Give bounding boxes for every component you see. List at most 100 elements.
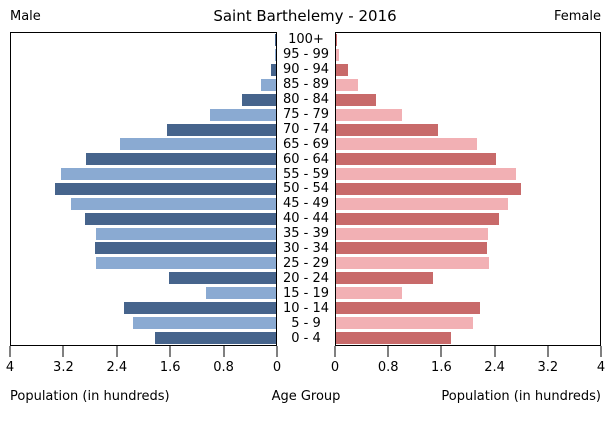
- female-bar-80-84: [336, 93, 377, 106]
- male-bar-60-64: [85, 153, 276, 166]
- female-bar-0-4: [336, 331, 451, 344]
- x-tick-mark: [387, 346, 389, 357]
- x-tick-label: 0.8: [213, 360, 234, 375]
- x-tick-label: 1.6: [159, 360, 181, 375]
- female-row-85-89: [336, 78, 600, 93]
- male-bar-10-14: [124, 301, 276, 314]
- age-group-label-10-14: 10 - 14: [282, 301, 330, 317]
- male-row-10-14: [11, 300, 276, 315]
- female-side-label: Female: [553, 9, 601, 24]
- male-row-85-89: [11, 78, 276, 93]
- male-row-90-94: [11, 63, 276, 78]
- male-bar-95-99: [275, 49, 276, 62]
- x-tick-label: 0: [272, 360, 282, 375]
- female-row-10-14: [336, 300, 600, 315]
- female-row-55-59: [336, 167, 600, 182]
- age-group-label-70-74: 70 - 74: [282, 121, 330, 137]
- x-tick-label: 0: [330, 360, 340, 375]
- male-row-100+: [11, 33, 276, 48]
- male-bar-70-74: [166, 123, 276, 136]
- age-group-label-35-39: 35 - 39: [282, 226, 330, 242]
- right-x-axis-caption: Population (in hundreds): [441, 389, 601, 404]
- age-group-labels: 100+ 95 - 99 90 - 94 85 - 89 80 - 84 75 - 79 7…: [277, 32, 335, 346]
- x-tick-label: 2.4: [484, 360, 505, 375]
- female-row-65-69: [336, 137, 600, 152]
- age-group-label-20-24: 20 - 24: [282, 271, 330, 287]
- x-tick-label: 0.8: [377, 360, 399, 375]
- age-group-label-80-84: 80 - 84: [282, 91, 330, 107]
- x-tick-mark: [9, 346, 11, 357]
- male-bar-75-79: [209, 108, 276, 121]
- x-tick-label: 3.2: [537, 360, 559, 375]
- female-chart-plot-area: [335, 32, 601, 346]
- male-bar-50-54: [55, 182, 276, 195]
- male-row-95-99: [11, 48, 276, 63]
- male-row-0-4: [11, 330, 276, 345]
- male-chart-column: 4 3.2 2.4 1.6 0.8 0: [6, 32, 281, 375]
- male-bar-85-89: [261, 78, 276, 91]
- female-bar-90-94: [336, 64, 348, 77]
- x-tick-mark: [440, 346, 442, 357]
- age-group-caption: Age Group: [271, 389, 341, 404]
- age-group-label-85-89: 85 - 89: [282, 76, 330, 92]
- male-side-label: Male: [10, 9, 41, 24]
- male-bar-45-49: [70, 197, 276, 210]
- female-row-80-84: [336, 92, 600, 107]
- male-bar-30-34: [95, 242, 276, 255]
- x-tick-mark: [334, 346, 336, 357]
- male-row-20-24: [11, 271, 276, 286]
- age-group-label-55-59: 55 - 59: [282, 166, 330, 182]
- age-group-label-15-19: 15 - 19: [282, 286, 330, 302]
- age-group-label-100+: 100+: [288, 31, 324, 47]
- female-chart-column: 0 0.8 1.6 2.4 3.2 4: [331, 32, 605, 375]
- female-bar-70-74: [336, 123, 439, 136]
- x-tick-mark: [547, 346, 549, 357]
- male-bar-100+: [275, 34, 276, 47]
- male-bar-15-19: [205, 286, 276, 299]
- female-bar-10-14: [336, 301, 480, 314]
- male-bar-40-44: [85, 212, 276, 225]
- male-bar-25-29: [95, 257, 276, 270]
- male-row-45-49: [11, 196, 276, 211]
- x-tick-label: 3.2: [53, 360, 74, 375]
- male-bar-5-9: [132, 316, 276, 329]
- female-row-45-49: [336, 196, 600, 211]
- age-group-label-50-54: 50 - 54: [282, 181, 330, 197]
- male-row-35-39: [11, 226, 276, 241]
- male-bar-35-39: [96, 227, 276, 240]
- age-group-label-60-64: 60 - 64: [282, 151, 330, 167]
- age-group-label-40-44: 40 - 44: [282, 211, 330, 227]
- age-group-label-45-49: 45 - 49: [282, 196, 330, 212]
- male-bar-0-4: [154, 331, 276, 344]
- x-tick-mark: [116, 346, 118, 357]
- female-bar-95-99: [336, 49, 340, 62]
- female-row-15-19: [336, 286, 600, 301]
- female-row-75-79: [336, 107, 600, 122]
- female-bar-20-24: [336, 272, 434, 285]
- male-row-80-84: [11, 92, 276, 107]
- female-bar-50-54: [336, 182, 521, 195]
- female-bar-30-34: [336, 242, 488, 255]
- x-tick-mark: [276, 346, 278, 357]
- x-tick-label: 4: [5, 360, 15, 375]
- x-tick-mark: [62, 346, 64, 357]
- age-group-label-65-69: 65 - 69: [282, 136, 330, 152]
- female-row-35-39: [336, 226, 600, 241]
- x-tick-label: 2.4: [106, 360, 128, 375]
- female-bar-100+: [336, 34, 338, 47]
- female-bar-40-44: [336, 212, 500, 225]
- female-row-30-34: [336, 241, 600, 256]
- male-bar-65-69: [119, 138, 276, 151]
- female-row-70-74: [336, 122, 600, 137]
- age-group-label-30-34: 30 - 34: [282, 241, 330, 257]
- female-row-5-9: [336, 315, 600, 330]
- male-row-75-79: [11, 107, 276, 122]
- female-bar-5-9: [336, 316, 473, 329]
- male-row-70-74: [11, 122, 276, 137]
- age-group-column: 100+ 95 - 99 90 - 94 85 - 89 80 - 84 75 - 79 7…: [277, 32, 335, 346]
- male-row-15-19: [11, 286, 276, 301]
- male-bar-20-24: [169, 272, 276, 285]
- female-row-95-99: [336, 48, 600, 63]
- female-bar-75-79: [336, 108, 402, 121]
